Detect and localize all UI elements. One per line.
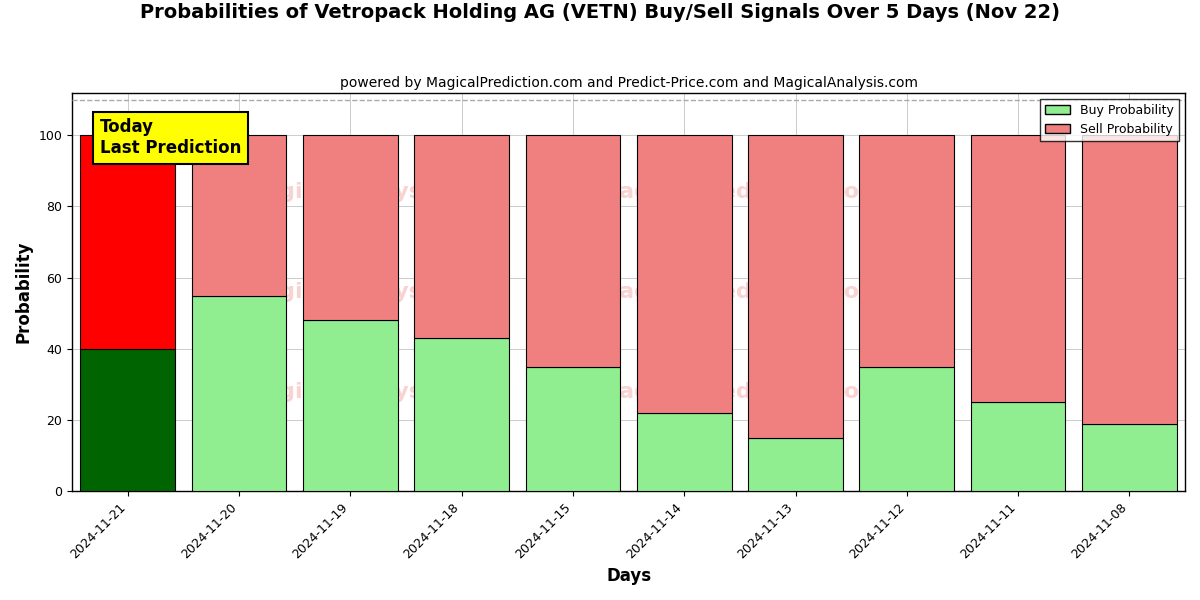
X-axis label: Days: Days [606, 567, 652, 585]
Text: MagicalPrediction.com: MagicalPrediction.com [598, 182, 882, 202]
Bar [749, 438, 842, 491]
Bar [414, 338, 509, 491]
Bar [859, 367, 954, 491]
Bar [304, 320, 397, 491]
Bar [80, 349, 175, 491]
Bar [192, 135, 287, 296]
Text: MagicalPrediction.com: MagicalPrediction.com [598, 282, 882, 302]
Text: Today
Last Prediction: Today Last Prediction [100, 118, 241, 157]
Y-axis label: Probability: Probability [16, 241, 34, 343]
Legend: Buy Probability, Sell Probability: Buy Probability, Sell Probability [1040, 99, 1178, 141]
Bar [414, 135, 509, 338]
Text: MagicalPrediction.com: MagicalPrediction.com [598, 382, 882, 401]
Text: MagicalAnalysis.com: MagicalAnalysis.com [242, 382, 503, 401]
Bar [304, 135, 397, 320]
Bar [971, 403, 1066, 491]
Bar [1082, 424, 1177, 491]
Title: powered by MagicalPrediction.com and Predict-Price.com and MagicalAnalysis.com: powered by MagicalPrediction.com and Pre… [340, 76, 918, 90]
Bar [192, 296, 287, 491]
Bar [637, 413, 732, 491]
Bar [971, 135, 1066, 403]
Bar [859, 135, 954, 367]
Bar [1082, 135, 1177, 424]
Bar [749, 135, 842, 438]
Bar [526, 135, 620, 367]
Text: MagicalAnalysis.com: MagicalAnalysis.com [242, 282, 503, 302]
Text: MagicalAnalysis.com: MagicalAnalysis.com [242, 182, 503, 202]
Bar [637, 135, 732, 413]
Bar [80, 135, 175, 349]
Text: Probabilities of Vetropack Holding AG (VETN) Buy/Sell Signals Over 5 Days (Nov 2: Probabilities of Vetropack Holding AG (V… [140, 3, 1060, 22]
Bar [526, 367, 620, 491]
